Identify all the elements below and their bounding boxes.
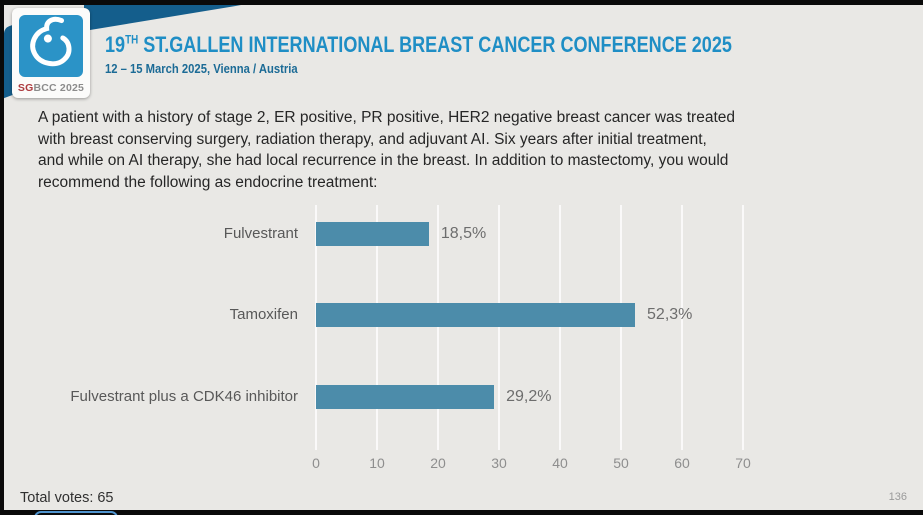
gridline	[742, 205, 744, 450]
logo-caption: SGBCC 2025	[12, 82, 90, 94]
gridline	[559, 205, 561, 450]
gridline	[437, 205, 439, 450]
conference-logo: SGBCC 2025	[12, 8, 90, 98]
bar-1	[316, 222, 429, 246]
poll-question: A patient with a history of stage 2, ER …	[38, 107, 898, 193]
gridline	[376, 205, 378, 450]
x-tick-label: 50	[613, 455, 629, 471]
gridline	[315, 205, 317, 450]
bar-value-label: 52,3%	[647, 306, 693, 323]
x-tick-label: 10	[369, 455, 385, 471]
logo-drop-icon	[19, 15, 83, 77]
gridline	[681, 205, 683, 450]
x-tick-label: 40	[552, 455, 568, 471]
bar-3	[316, 385, 495, 409]
bar-category-labels: Fulvestrant Tamoxifen Fulvestrant plus a C…	[4, 205, 300, 450]
bar-2	[316, 303, 636, 327]
cropped-player-control[interactable]	[34, 511, 118, 515]
letterbox-left	[0, 0, 4, 515]
letterbox-bottom	[0, 510, 923, 515]
conference-title: 19TH ST.GALLEN INTERNATIONAL BREAST CANC…	[105, 32, 732, 57]
logo-sg-text: SG	[17, 82, 34, 94]
slide: SGBCC 2025 19TH ST.GALLEN INTERNATIONAL …	[4, 5, 923, 510]
question-line: recommend the following as endocrine tre…	[38, 173, 378, 191]
x-tick-label: 60	[674, 455, 690, 471]
conference-subtitle: 12 – 15 March 2025, Vienna / Austria	[105, 62, 298, 76]
slide-page-number: 136	[888, 491, 907, 503]
x-tick-label: 0	[312, 455, 320, 471]
gridline	[620, 205, 622, 450]
question-line: and while on AI therapy, she had local r…	[38, 152, 729, 169]
bar-value-label: 18,5%	[440, 225, 487, 242]
bar-chart-plot: 18,5% 52,3% 29,2%	[315, 205, 744, 450]
title-superscript: TH	[125, 32, 139, 47]
question-line: A patient with a history of stage 2, ER …	[38, 109, 735, 126]
logo-bcc-text: BCC 2025	[33, 82, 85, 94]
letterbox-top	[0, 0, 923, 5]
question-line: with breast conserving surgery, radiatio…	[38, 130, 707, 148]
gridline	[498, 205, 500, 450]
header-title-block: 19TH ST.GALLEN INTERNATIONAL BREAST CANC…	[105, 32, 870, 78]
x-axis: 0 10 20 30 40 50 60 70	[312, 455, 751, 475]
total-votes: Total votes: 65	[20, 490, 114, 506]
x-tick-label: 30	[491, 455, 507, 471]
bar-category-label: Fulvestrant plus a CDK46 inhibitor	[70, 388, 298, 405]
bar-value-label: 29,2%	[506, 388, 552, 405]
bar-category-label: Tamoxifen	[229, 306, 298, 323]
bar-category-label: Fulvestrant	[223, 225, 298, 242]
ribbon-banner-right	[84, 5, 241, 31]
x-tick-label: 20	[430, 455, 446, 471]
x-tick-label: 70	[735, 455, 751, 471]
